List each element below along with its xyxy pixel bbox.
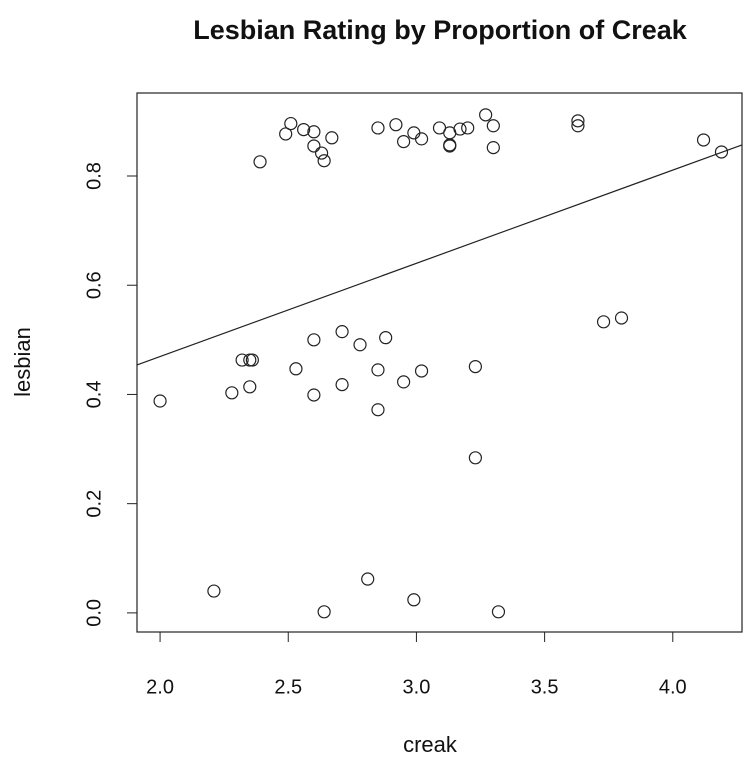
- point: [397, 135, 411, 149]
- point: [153, 394, 167, 408]
- point: [414, 364, 429, 378]
- point: [371, 403, 385, 417]
- x-axis-label: creak: [403, 732, 458, 757]
- y-tick-label: 0.6: [83, 271, 105, 299]
- point: [314, 146, 329, 160]
- point: [353, 338, 367, 352]
- y-tick-label: 0.2: [83, 490, 105, 518]
- point: [245, 353, 259, 367]
- point: [571, 114, 585, 128]
- point: [486, 141, 500, 155]
- chart-title: Lesbian Rating by Proportion of Creak: [193, 15, 688, 45]
- point: [443, 126, 457, 140]
- point: [468, 359, 482, 374]
- y-tick-label: 0.8: [83, 162, 105, 190]
- point: [335, 325, 349, 339]
- point: [571, 119, 585, 133]
- point: [297, 122, 311, 137]
- x-tick-label: 3.0: [403, 676, 431, 698]
- point: [397, 375, 411, 389]
- plot-frame: [136, 92, 743, 633]
- point: [596, 315, 611, 329]
- point: [407, 593, 421, 607]
- point: [443, 138, 457, 152]
- point: [335, 378, 349, 392]
- point: [307, 388, 321, 402]
- point: [468, 451, 482, 465]
- regression-line: [136, 144, 743, 366]
- point: [317, 605, 331, 619]
- point: [407, 126, 421, 140]
- x-tick-label: 3.5: [531, 676, 559, 698]
- point: [279, 127, 293, 141]
- point: [235, 353, 249, 367]
- point: [491, 605, 506, 619]
- y-tick-label: 0.0: [83, 599, 105, 627]
- point: [379, 331, 393, 345]
- point: [317, 154, 331, 168]
- point: [325, 131, 339, 145]
- point: [243, 353, 257, 367]
- y-tick-label: 0.4: [83, 381, 105, 409]
- point: [389, 118, 403, 132]
- point: [443, 139, 457, 153]
- point: [307, 139, 321, 153]
- point: [225, 386, 239, 400]
- point: [614, 311, 629, 325]
- point: [371, 121, 385, 135]
- point: [696, 133, 711, 147]
- point: [461, 121, 475, 135]
- x-tick-label: 2.5: [274, 676, 302, 698]
- y-axis-label: lesbian: [10, 327, 35, 397]
- point: [207, 584, 221, 598]
- point: [371, 363, 385, 377]
- point: [307, 125, 321, 139]
- point: [486, 119, 500, 133]
- point: [307, 333, 321, 347]
- point: [243, 380, 257, 394]
- point: [414, 132, 429, 146]
- point: [479, 108, 493, 122]
- point: [289, 362, 303, 376]
- point: [284, 116, 298, 131]
- point: [361, 572, 375, 586]
- point: [253, 155, 267, 169]
- x-tick-label: 2.0: [146, 676, 174, 698]
- x-tick-label: 4.0: [659, 676, 687, 698]
- point: [714, 145, 729, 159]
